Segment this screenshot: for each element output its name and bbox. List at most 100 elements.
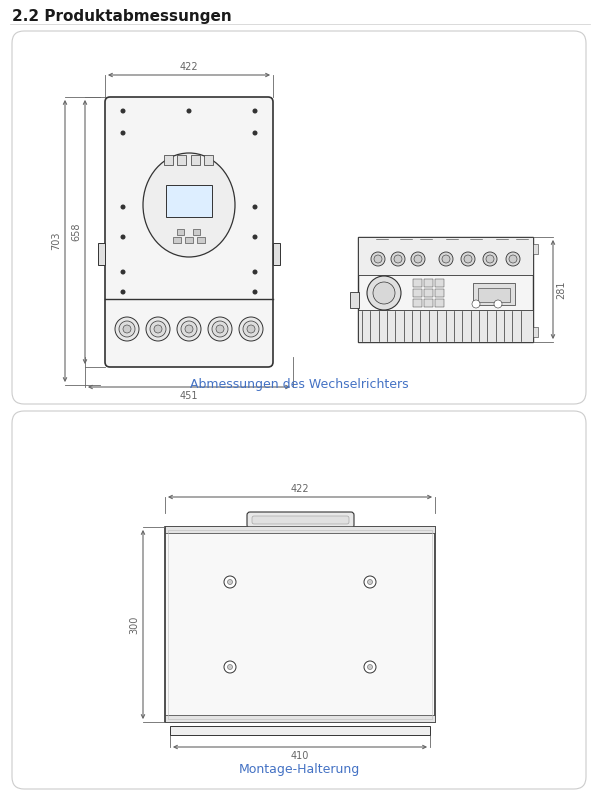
Bar [478,288,510,302]
Circle shape [373,282,395,304]
FancyBboxPatch shape [12,411,586,789]
Circle shape [411,252,425,266]
Circle shape [364,576,376,588]
Bar [177,155,186,165]
Circle shape [371,252,385,266]
Bar [435,299,444,307]
Circle shape [239,317,263,341]
Bar [165,715,435,722]
Circle shape [121,235,125,239]
Bar [191,155,200,165]
Bar [193,229,200,235]
Circle shape [119,321,135,337]
Circle shape [394,255,402,263]
Circle shape [216,325,224,333]
Circle shape [253,205,257,209]
Bar [413,279,422,287]
FancyBboxPatch shape [12,31,586,404]
Circle shape [212,321,228,337]
Circle shape [224,576,236,588]
Circle shape [253,235,257,239]
Circle shape [439,252,453,266]
Bar [533,327,538,337]
Text: 422: 422 [290,484,310,494]
FancyBboxPatch shape [247,512,354,528]
Circle shape [227,665,233,669]
Circle shape [461,252,475,266]
Circle shape [464,255,472,263]
Circle shape [472,300,480,308]
Circle shape [150,321,166,337]
Text: 300: 300 [129,615,139,634]
Circle shape [483,252,497,266]
Text: 281: 281 [556,281,566,299]
Circle shape [391,252,405,266]
Bar [165,527,435,722]
Circle shape [374,255,382,263]
Circle shape [414,255,422,263]
Circle shape [442,255,450,263]
Circle shape [115,317,139,341]
Text: 703: 703 [51,232,61,250]
Circle shape [177,317,201,341]
Bar [204,155,213,165]
Bar [273,243,280,265]
Bar [168,530,432,719]
Circle shape [494,300,502,308]
FancyBboxPatch shape [105,97,273,367]
Circle shape [364,661,376,673]
Bar [177,229,184,235]
Circle shape [253,270,257,274]
Bar [424,279,433,287]
Text: 2.2 Produktabmessungen: 2.2 Produktabmessungen [12,9,232,24]
Circle shape [121,270,125,274]
Circle shape [154,325,162,333]
Text: Montage-Halterung: Montage-Halterung [238,763,359,775]
Circle shape [509,255,517,263]
Circle shape [187,109,191,113]
Bar [358,237,533,275]
Bar [473,283,515,305]
Bar [350,292,359,308]
Circle shape [185,325,193,333]
Bar [533,244,538,254]
Circle shape [247,325,255,333]
Text: Abmessungen des Wechselrichters: Abmessungen des Wechselrichters [190,378,409,391]
Circle shape [121,290,125,294]
Circle shape [486,255,494,263]
Bar [424,289,433,297]
Text: 451: 451 [180,391,198,401]
Circle shape [146,317,170,341]
Bar [435,289,444,297]
Circle shape [367,276,401,310]
Bar [413,289,422,297]
Bar [197,237,205,243]
Circle shape [253,109,257,113]
Bar [173,237,181,243]
Text: 658: 658 [71,222,81,241]
Bar [358,237,533,342]
FancyBboxPatch shape [252,516,349,524]
Bar [435,279,444,287]
Circle shape [208,317,232,341]
Circle shape [253,290,257,294]
Circle shape [506,252,520,266]
Bar [424,299,433,307]
Bar [165,526,435,533]
Bar [413,299,422,307]
Bar [164,155,173,165]
Circle shape [367,665,373,669]
Text: 410: 410 [291,751,309,761]
Circle shape [121,205,125,209]
Bar [170,726,430,735]
Circle shape [181,321,197,337]
Circle shape [367,579,373,584]
Circle shape [123,325,131,333]
Circle shape [121,109,125,113]
Circle shape [253,132,257,135]
Text: 422: 422 [179,62,199,72]
Circle shape [227,579,233,584]
Bar [358,310,533,342]
Ellipse shape [143,153,235,257]
Bar [98,243,105,265]
